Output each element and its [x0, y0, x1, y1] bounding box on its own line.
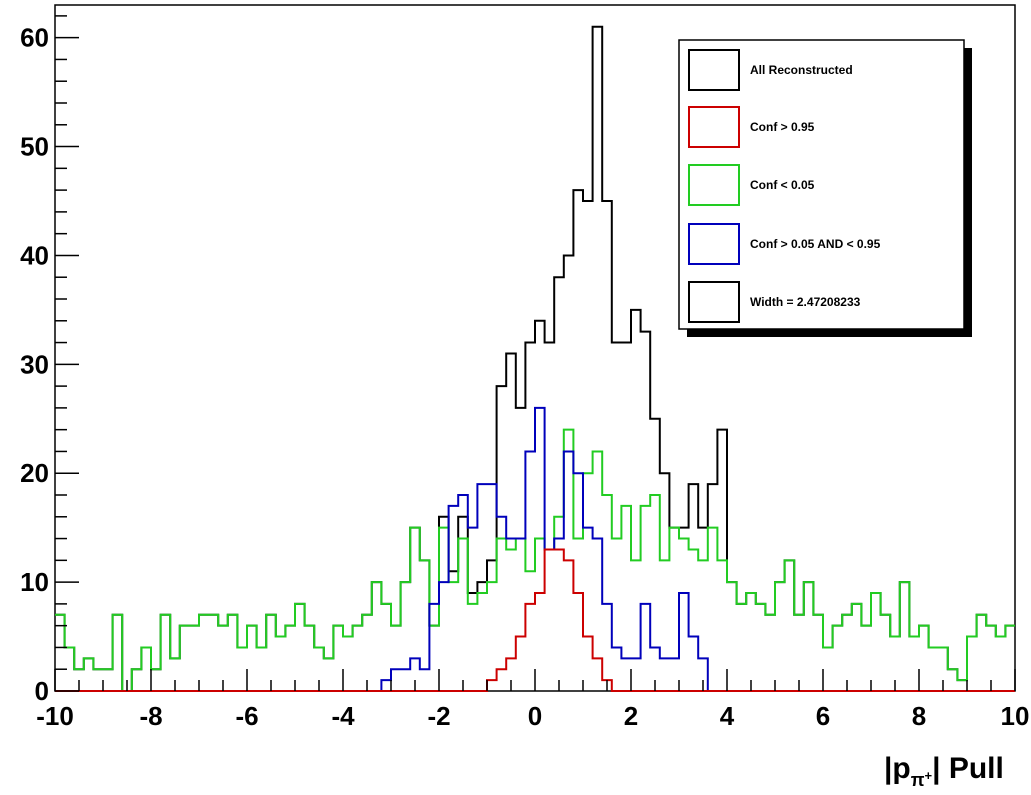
series-conf-0-05: [55, 428, 1015, 692]
legend-box: [678, 39, 965, 330]
x-tick-label: -6: [235, 701, 258, 731]
x-axis-title-superscript: +: [925, 768, 933, 783]
legend-entry-conf-0-05: Conf < 0.05: [688, 164, 815, 206]
legend-swatch: [688, 49, 740, 91]
x-tick-label: 0: [528, 701, 542, 731]
x-tick-label: 2: [624, 701, 638, 731]
legend-entry-width-2-47208233: Width = 2.47208233: [688, 281, 861, 323]
y-tick-label: 40: [20, 240, 49, 270]
legend-label: Width = 2.47208233: [750, 295, 861, 309]
y-tick-label: 0: [35, 676, 49, 706]
x-tick-label: 8: [912, 701, 926, 731]
legend-entry-conf-0-95: Conf > 0.95: [688, 106, 815, 148]
y-tick-label: 50: [20, 132, 49, 162]
legend-label: Conf > 0.95: [750, 120, 815, 134]
series-layer: [55, 25, 1015, 692]
series-conf-0-95: [55, 548, 1015, 692]
legend: All Reconstructed Conf > 0.95 Conf < 0.05 C…: [678, 39, 972, 337]
x-tick-label: 6: [816, 701, 830, 731]
x-axis-title-prefix: |p: [884, 752, 911, 785]
y-tick-label: 20: [20, 458, 49, 488]
x-tick-label: -8: [139, 701, 162, 731]
x-axis-title-subscript: π: [911, 770, 925, 790]
legend-entry-conf-0-05-and-0-95: Conf > 0.05 AND < 0.95: [688, 223, 881, 265]
series-line-conf-0-05: [55, 428, 1015, 692]
series-line-conf-0-95: [55, 548, 1015, 692]
x-tick-label: 4: [720, 701, 735, 731]
y-tick-label: 30: [20, 349, 49, 379]
x-axis-title-suffix: | Pull: [932, 752, 1004, 785]
x-tick-label: -2: [427, 701, 450, 731]
x-tick-label: 10: [1001, 701, 1030, 731]
legend-label: Conf > 0.05 AND < 0.95: [750, 237, 881, 251]
axis-layer: -10 -8 -6 -4 -2 0 2 4 6 8 10 0 10 20 30 40 50 60: [20, 15, 1030, 731]
y-tick-label: 10: [20, 567, 49, 597]
legend-swatch: [688, 164, 740, 206]
legend-label: Conf < 0.05: [750, 178, 815, 192]
legend-entry-all-reconstructed: All Reconstructed: [688, 49, 853, 91]
legend-swatch: [688, 106, 740, 148]
x-tick-label: -10: [36, 701, 74, 731]
y-tick-label: 60: [20, 23, 49, 53]
x-tick-label: -4: [331, 701, 355, 731]
legend-swatch: [688, 223, 740, 265]
legend-swatch: [688, 281, 740, 323]
x-axis-title: |pπ+| Pull: [884, 752, 1004, 790]
legend-label: All Reconstructed: [750, 63, 853, 77]
